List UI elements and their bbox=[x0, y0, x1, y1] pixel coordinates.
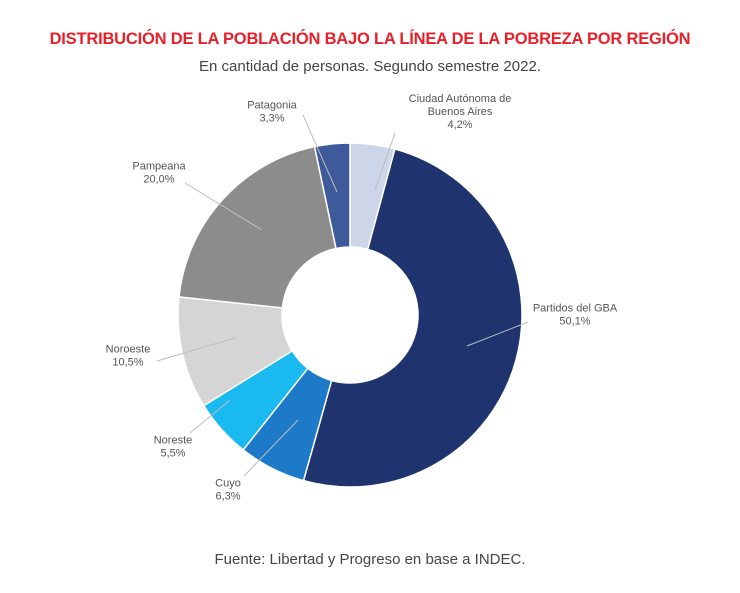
slice-value-label: 4,2% bbox=[447, 119, 472, 131]
slice-name-label: Partidos del GBA bbox=[533, 303, 618, 315]
slice-name-label: Ciudad Autónoma de bbox=[409, 93, 512, 105]
chart-title: DISTRIBUCIÓN DE LA POBLACIÓN BAJO LA LÍN… bbox=[49, 30, 691, 48]
slice-value-label: 3,3% bbox=[259, 113, 284, 125]
source-note: Fuente: Libertad y Progreso en base a IN… bbox=[214, 551, 526, 568]
leader-line bbox=[184, 182, 263, 231]
leader-line bbox=[189, 399, 231, 434]
slice-name-label: Noroeste bbox=[106, 344, 151, 356]
slice-partidos-del-gba bbox=[302, 148, 523, 488]
leader-line bbox=[374, 132, 396, 191]
slice-value-label: 6,3% bbox=[215, 491, 240, 503]
slice-value-label: 10,5% bbox=[112, 357, 143, 369]
slice-name-label: Pampeana bbox=[132, 161, 186, 173]
leader-line bbox=[243, 419, 299, 477]
leader-line bbox=[156, 337, 236, 362]
leader-line bbox=[466, 321, 529, 347]
slice-value-label: 20,0% bbox=[143, 174, 174, 186]
leader-line bbox=[302, 114, 338, 193]
slice-value-label: 50,1% bbox=[559, 316, 590, 328]
slice-value-label: 5,5% bbox=[160, 448, 185, 460]
slice-patagonia bbox=[313, 142, 351, 250]
slice-name-label: Buenos Aires bbox=[428, 106, 493, 118]
slice-name-label: Noreste bbox=[154, 435, 193, 447]
slice-name-label: Cuyo bbox=[215, 478, 241, 490]
slice-name-label: Patagonia bbox=[247, 100, 297, 112]
chart-subtitle: En cantidad de personas. Segundo semestr… bbox=[199, 58, 541, 75]
